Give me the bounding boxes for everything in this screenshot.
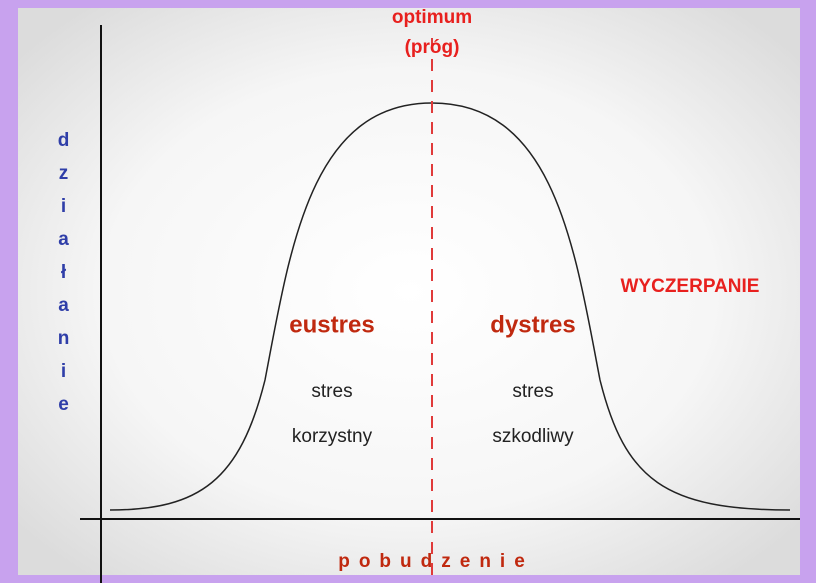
- x-axis-label: pobudzenie: [338, 551, 534, 572]
- exhaustion-label: WYCZERPANIE: [621, 276, 760, 297]
- y-axis-label: działanie: [53, 130, 74, 427]
- zone-text: korzystny: [292, 426, 373, 447]
- zone-text: stres: [512, 381, 553, 402]
- zone-title: dystres: [490, 311, 575, 338]
- optimum-label: optimum: [392, 7, 472, 28]
- zone-title: eustres: [289, 311, 374, 338]
- zone-text: stres: [311, 381, 352, 402]
- panel: [18, 8, 800, 575]
- threshold-label: (próg): [405, 37, 460, 58]
- zone-text: szkodliwy: [492, 426, 574, 447]
